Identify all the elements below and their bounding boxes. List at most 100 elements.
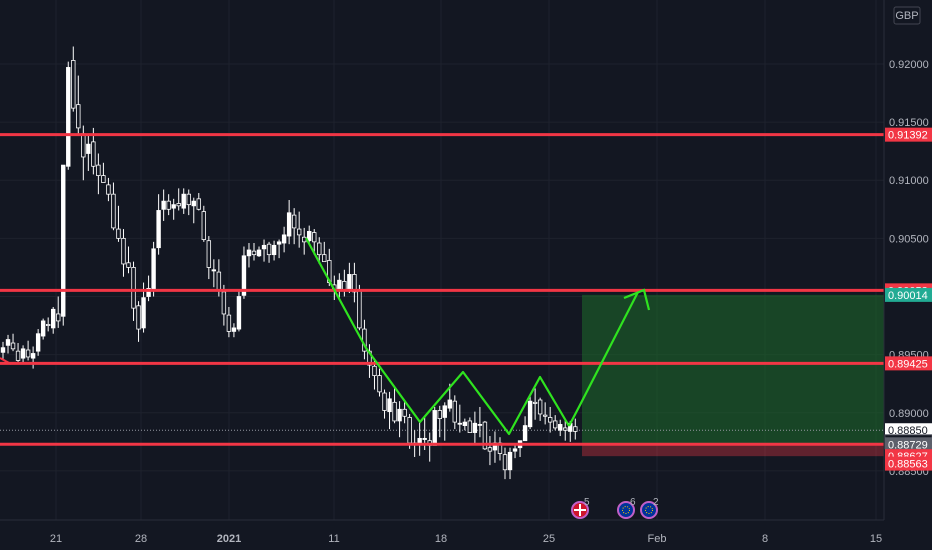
candle <box>121 229 126 277</box>
candle <box>226 306 232 338</box>
candle <box>196 193 201 211</box>
event-count: 5 <box>584 497 590 508</box>
candle <box>231 323 237 338</box>
price-tag: 0.88563 <box>885 456 932 471</box>
candle <box>206 236 212 280</box>
candle <box>101 162 106 183</box>
candle <box>317 237 322 264</box>
candle <box>181 188 186 214</box>
price-tag: 0.89425 <box>885 356 932 371</box>
candle <box>281 226 287 253</box>
price-tag: 0.88729 <box>885 437 932 452</box>
price-tick-label: 0.90500 <box>889 233 929 245</box>
time-tick-label: 2021 <box>217 533 241 545</box>
candle <box>251 243 257 261</box>
time-axis-labels: 21 28 2021 11 18 25 Feb 8 15 <box>50 533 882 545</box>
candle <box>522 416 528 442</box>
candle <box>377 368 382 397</box>
candle <box>76 75 81 135</box>
candle <box>256 246 262 257</box>
candle <box>191 197 196 224</box>
time-axis-panel[interactable] <box>0 520 932 550</box>
candle <box>307 225 312 245</box>
candle <box>437 405 442 438</box>
candle <box>266 241 272 263</box>
event-marker[interactable]: 2 <box>640 497 659 519</box>
candle <box>382 389 387 419</box>
grid-lines <box>0 0 884 530</box>
candle <box>30 346 36 369</box>
candle <box>467 417 473 433</box>
candle <box>71 46 76 112</box>
candle <box>573 418 578 440</box>
svg-text:0.89425: 0.89425 <box>888 358 928 370</box>
candle <box>296 211 302 248</box>
candle <box>397 401 402 438</box>
candle <box>66 61 71 170</box>
price-tick-label: 0.92000 <box>889 59 929 71</box>
candle <box>558 419 563 437</box>
candle <box>45 317 51 332</box>
candle <box>186 189 191 216</box>
candle <box>462 418 468 431</box>
price-tick-label: 0.89000 <box>889 408 929 420</box>
candle <box>176 188 181 211</box>
candle <box>15 343 21 364</box>
event-marker[interactable]: 6 <box>617 497 636 519</box>
candle <box>472 411 478 446</box>
candle <box>553 415 558 431</box>
candle <box>111 182 116 231</box>
horizontal-levels[interactable] <box>0 133 884 446</box>
candle <box>457 404 463 433</box>
time-tick-label: Feb <box>648 533 667 545</box>
candle <box>86 134 91 171</box>
candle <box>171 198 176 220</box>
time-tick-label: 8 <box>762 533 768 545</box>
candle <box>5 334 11 354</box>
candle <box>56 296 61 328</box>
svg-text:0.90014: 0.90014 <box>888 290 928 302</box>
candle <box>126 246 131 274</box>
candle <box>542 402 548 425</box>
candle <box>322 241 327 263</box>
time-tick-label: 15 <box>870 533 882 545</box>
candle <box>352 262 357 303</box>
candle <box>106 177 111 202</box>
candle <box>291 208 297 245</box>
candle <box>387 391 392 430</box>
candle <box>236 290 242 332</box>
candle <box>246 243 252 268</box>
candle <box>61 164 66 326</box>
time-tick-label: 11 <box>328 533 339 545</box>
price-tags: 0.900530.900140.894250.8885003:57:000.88… <box>884 127 932 471</box>
candle <box>452 395 457 430</box>
svg-text:0.88729: 0.88729 <box>888 439 928 451</box>
candle <box>10 333 16 352</box>
projection-arrowhead <box>623 288 651 311</box>
price-tag: 0.88850 <box>885 423 932 438</box>
time-tick-label: 18 <box>435 533 447 545</box>
candle <box>156 194 161 255</box>
event-count: 2 <box>653 497 659 508</box>
projection-arrow[interactable] <box>568 291 639 427</box>
economic-event-markers[interactable]: 5 6 2 <box>571 497 659 519</box>
candle <box>532 388 538 420</box>
candle <box>286 200 292 245</box>
event-marker[interactable]: 5 <box>571 497 590 519</box>
candle <box>527 394 533 430</box>
price-tag: 0.90014 <box>885 287 932 302</box>
candle <box>392 388 397 424</box>
drawings[interactable] <box>0 237 651 436</box>
candle <box>432 406 437 446</box>
bearish-path-drawing[interactable] <box>305 237 570 436</box>
time-tick-label: 21 <box>50 533 62 545</box>
candle <box>507 447 513 480</box>
left-edge-mark <box>0 357 12 365</box>
candle <box>477 406 483 438</box>
candle <box>201 205 206 242</box>
time-tick-label: 25 <box>543 533 555 545</box>
candle <box>276 239 282 259</box>
candle <box>211 259 217 288</box>
